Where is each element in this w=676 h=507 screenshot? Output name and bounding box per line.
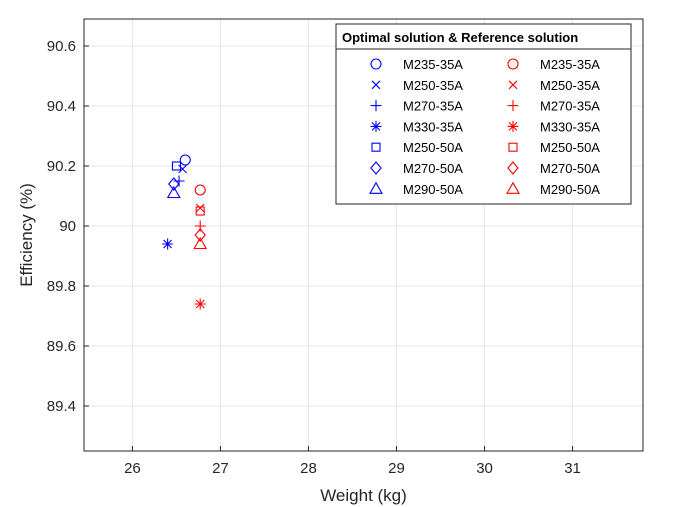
legend-marker-reference-plus: [507, 100, 519, 112]
x-axis-label: Weight (kg): [320, 486, 407, 505]
plot-area: [83, 18, 644, 452]
legend-marker-optimal-square: [371, 142, 381, 152]
legend-label: M290-50A: [540, 182, 600, 197]
data-point-optimal-plus: [173, 175, 185, 187]
y-tick-label: 90.4: [47, 98, 76, 115]
y-axis-label: Efficiency (%): [17, 183, 36, 287]
legend-label: M270-50A: [403, 161, 463, 176]
legend-marker-reference-diamond: [507, 161, 519, 175]
x-marker: [371, 80, 381, 90]
plus-marker: [173, 175, 185, 187]
legend-marker-optimal-triangle: [369, 181, 383, 194]
asterisk-marker: [194, 298, 206, 310]
x-tick-label: 27: [212, 460, 229, 477]
legend-title: Optimal solution & Reference solution: [342, 30, 578, 45]
legend-box: [335, 23, 632, 205]
legend-marker-reference-circle: [507, 58, 519, 70]
x-tick-label: 26: [124, 460, 141, 477]
data-point-optimal-triangle: [166, 185, 181, 199]
legend-label: M235-35A: [403, 57, 463, 72]
legend-label: M250-35A: [403, 78, 463, 93]
y-tick-label: 90.2: [47, 158, 76, 175]
square-marker: [508, 142, 518, 152]
legend-label: M270-35A: [540, 99, 600, 114]
data-point-reference-x: [195, 203, 205, 213]
square-marker: [195, 206, 205, 216]
circle-marker: [194, 184, 206, 196]
circle-marker: [179, 154, 191, 166]
diamond-marker: [370, 161, 382, 175]
data-point-reference-asterisk: [194, 298, 206, 310]
asterisk-marker: [370, 120, 382, 132]
data-point-optimal-asterisk: [162, 238, 174, 250]
x-tick-label: 30: [476, 460, 493, 477]
diamond-marker: [507, 161, 519, 175]
legend: Optimal solution & Reference solution M2…: [335, 23, 632, 205]
legend-label: M270-35A: [403, 99, 463, 114]
asterisk-marker: [162, 238, 174, 250]
legend-label: M235-35A: [540, 57, 600, 72]
x-tick-label: 31: [564, 460, 581, 477]
data-point-reference-square: [195, 206, 205, 216]
square-marker: [371, 142, 381, 152]
data-point-optimal-diamond: [168, 177, 180, 191]
y-tick-label: 90: [59, 218, 76, 235]
legend-label: M250-35A: [540, 78, 600, 93]
x-marker: [195, 203, 205, 213]
legend-marker-reference-x: [508, 80, 518, 90]
triangle-marker: [193, 236, 208, 250]
x-tick-label: 29: [388, 460, 405, 477]
square-marker: [171, 161, 181, 171]
data-point-optimal-circle: [179, 154, 191, 166]
legend-marker-reference-square: [508, 142, 518, 152]
triangle-marker: [166, 185, 181, 199]
plus-marker: [370, 100, 382, 112]
legend-marker-reference-triangle: [506, 181, 520, 194]
y-tick-label: 90.6: [47, 38, 76, 55]
x-marker: [508, 80, 518, 90]
diamond-marker: [194, 228, 206, 242]
legend-label: M250-50A: [403, 140, 463, 155]
circle-marker: [507, 58, 519, 70]
legend-marker-optimal-circle: [370, 58, 382, 70]
triangle-marker: [506, 181, 520, 194]
legend-marker-optimal-plus: [370, 100, 382, 112]
data-point-reference-circle: [194, 184, 206, 196]
legend-marker-reference-asterisk: [507, 120, 519, 132]
x-axis-ticks: 26 27 28 29 30 31: [124, 446, 581, 477]
legend-marker-optimal-asterisk: [370, 120, 382, 132]
plus-marker: [507, 100, 519, 112]
legend-label: M330-35A: [540, 119, 600, 134]
asterisk-marker: [507, 120, 519, 132]
legend-label: M250-50A: [540, 140, 600, 155]
data-points: [162, 154, 208, 310]
legend-marker-optimal-x: [371, 80, 381, 90]
y-tick-label: 89.8: [47, 278, 76, 295]
data-point-reference-diamond: [194, 228, 206, 242]
data-point-reference-triangle: [193, 236, 208, 250]
y-tick-label: 89.4: [47, 398, 76, 415]
legend-label: M330-35A: [403, 119, 463, 134]
diamond-marker: [168, 177, 180, 191]
data-point-optimal-square: [171, 161, 181, 171]
triangle-marker: [369, 181, 383, 194]
x-tick-label: 28: [300, 460, 317, 477]
legend-label: M290-50A: [403, 182, 463, 197]
circle-marker: [370, 58, 382, 70]
y-axis-ticks: 89.4 89.6 89.8 90 90.2 90.4 90.6: [47, 38, 89, 415]
legend-entries: M235-35A M250-35A M270-35A M330-35A M250-50A…: [369, 57, 600, 197]
legend-marker-optimal-diamond: [370, 161, 382, 175]
legend-label: M270-50A: [540, 161, 600, 176]
y-tick-label: 89.6: [47, 338, 76, 355]
